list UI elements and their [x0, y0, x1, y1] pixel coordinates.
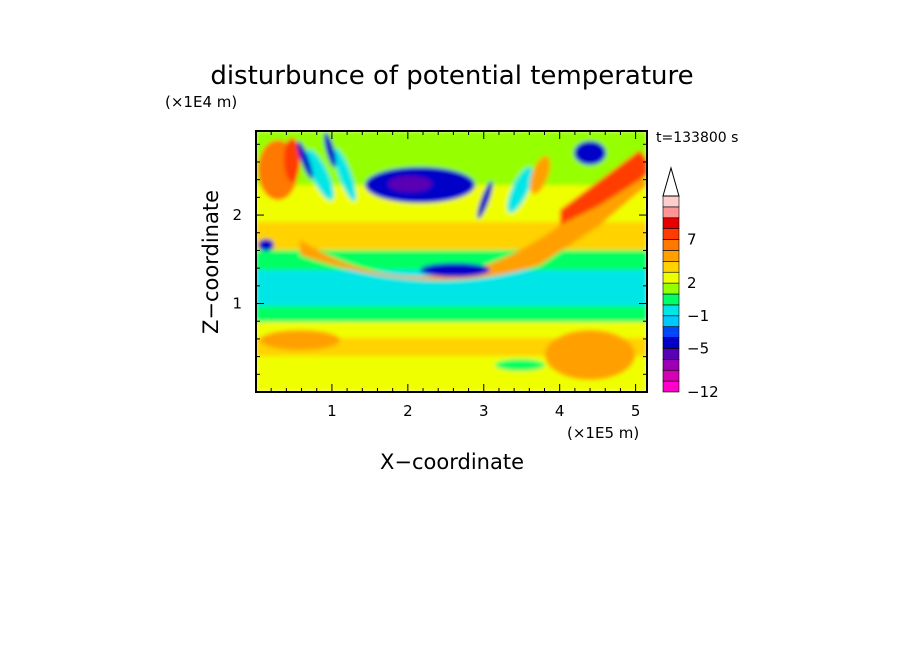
colorbar: −12−5−127 [662, 166, 719, 401]
y-tick-label: 2 [232, 206, 242, 224]
x-tick-label: 4 [555, 402, 565, 420]
x-axis: 1 2 3 4 5 [270, 131, 641, 420]
colorbar-swatch [662, 271, 680, 284]
streak-cyan-1 [306, 149, 334, 201]
x-tick-label: 2 [403, 402, 413, 420]
colorbar-tick-label: 7 [687, 231, 697, 249]
x-tick-label: 5 [631, 402, 641, 420]
arc-red [560, 150, 647, 225]
blob-blue-right [574, 141, 606, 165]
band-yellow-low [256, 322, 647, 342]
colorbar-swatch [662, 315, 680, 327]
colorbar-swatch [662, 359, 680, 371]
colorbar-swatch [662, 261, 680, 273]
colorbar-swatch [662, 326, 680, 338]
time-label: t=133800 s [656, 130, 738, 146]
y-axis: 12 [232, 143, 647, 375]
colorbar-swatch [662, 239, 680, 251]
colorbar-swatch [662, 304, 680, 317]
colorbar-swatch [662, 337, 680, 349]
y-unit-label: (×1E4 m) [165, 93, 237, 111]
colorbar-tick-label: −12 [687, 383, 719, 401]
colorbar-swatch [662, 293, 680, 306]
blob-purple-top [388, 176, 432, 192]
y-tick-label: 1 [232, 295, 242, 313]
colorbar-swatch [662, 217, 680, 229]
colorbar-tick-label: 2 [687, 274, 697, 292]
colorbar-swatch [662, 206, 680, 219]
colorbar-tick-label: −1 [687, 307, 709, 325]
blob-blue-left [258, 239, 274, 251]
colorbar-swatch [662, 195, 680, 208]
x-tick-label: 3 [479, 402, 489, 420]
streak-blue-2 [323, 132, 337, 168]
streak-blue-3 [477, 181, 493, 219]
x-axis-label: X−coordinate [380, 450, 524, 474]
colorbar-swatch [662, 250, 680, 262]
streak-cyan-3 [507, 167, 533, 213]
x-unit-label: (×1E5 m) [567, 424, 639, 442]
colorbar-swatch [662, 380, 680, 393]
colorbar-swatch [662, 369, 680, 382]
streak-blue-1 [297, 141, 313, 179]
colorbar-tick-label: −5 [687, 339, 709, 357]
streak-orange-1 [529, 156, 551, 194]
colorbar-swatch [662, 348, 680, 360]
contour-field [256, 131, 647, 392]
blob-blue-lower [420, 263, 490, 277]
plot-frame [255, 130, 648, 393]
colorbar-extension [662, 166, 680, 197]
band-green-low [256, 306, 647, 326]
y-axis-label: Z−coordinate [199, 190, 223, 334]
colorbar-swatch [662, 228, 680, 240]
streak-cyan-2 [333, 148, 357, 202]
arc-orange [300, 170, 647, 281]
x-tick-label: 1 [327, 402, 337, 420]
blob-red-topleft [284, 138, 300, 182]
patch-orange-low-1 [260, 330, 340, 350]
patch-green-bottom [495, 359, 545, 371]
chart-title: disturbunce of potential temperature [210, 61, 693, 91]
colorbar-swatch [662, 282, 680, 295]
patch-orange-low-2 [545, 330, 635, 380]
